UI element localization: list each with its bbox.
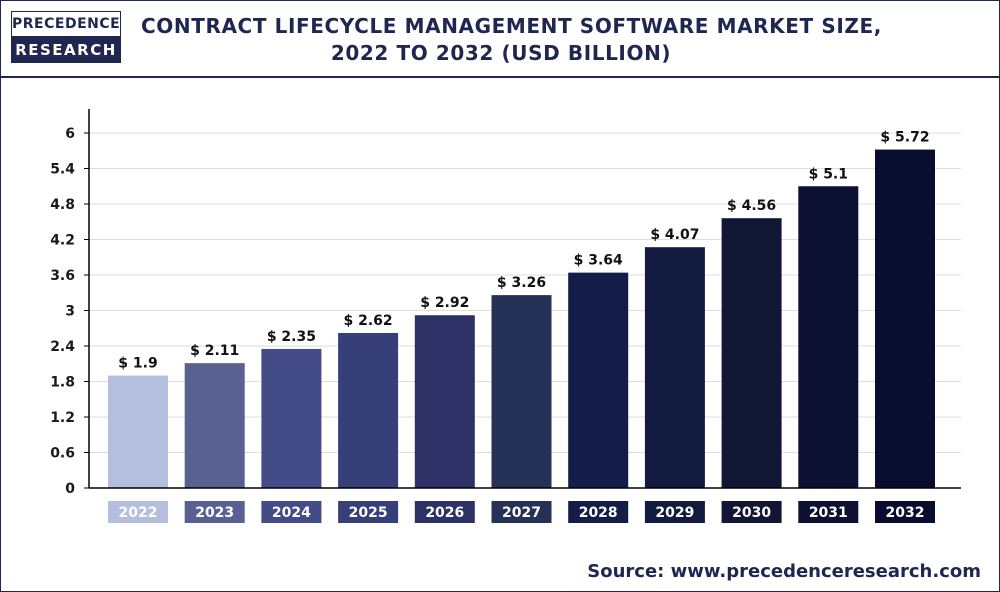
y-tick-label: 4.8 [50, 197, 75, 213]
y-tick-label: 3.6 [50, 268, 75, 284]
value-label: $ 5.72 [880, 130, 929, 146]
bar-2022 [108, 375, 168, 488]
x-tick-label: 2029 [655, 505, 694, 521]
value-label: $ 2.92 [420, 295, 469, 311]
y-tick-label: 1.2 [50, 410, 75, 426]
value-label: $ 2.35 [267, 329, 316, 345]
chart-title: CONTRACT LIFECYCLE MANAGEMENT SOFTWARE M… [141, 13, 882, 67]
bar-2029 [644, 247, 705, 488]
source-note: Source: www.precedenceresearch.com [587, 561, 981, 582]
bar-2023 [184, 363, 245, 488]
category-box [875, 501, 935, 523]
x-tick-label: 2030 [732, 505, 771, 521]
x-tick-label: 2025 [349, 505, 388, 521]
chart-title-line-2: 2022 TO 2032 (USD BILLION) [330, 41, 672, 65]
category-box [338, 501, 399, 523]
value-label: $ 5.1 [809, 166, 848, 182]
value-label: $ 4.56 [727, 198, 776, 214]
value-label: $ 4.07 [650, 227, 699, 243]
value-label: $ 1.9 [118, 356, 157, 372]
category-box [414, 501, 475, 523]
logo-line-1: PRECEDENCE [11, 11, 121, 37]
category-box [644, 501, 705, 523]
value-label: $ 3.64 [574, 253, 623, 269]
value-label: $ 3.26 [497, 275, 546, 291]
x-tick-label: 2031 [809, 505, 848, 521]
x-tick-label: 2027 [502, 505, 541, 521]
bar-2025 [338, 332, 399, 488]
x-tick-label: 2028 [579, 505, 618, 521]
y-tick-label: 6 [65, 126, 75, 142]
bar-2024 [261, 348, 322, 488]
value-label: $ 2.11 [190, 343, 239, 359]
bar-2027 [491, 295, 552, 488]
chart-title-line-1: CONTRACT LIFECYCLE MANAGEMENT SOFTWARE M… [141, 14, 882, 38]
category-box [184, 501, 245, 523]
bar-2026 [414, 315, 475, 488]
y-tick-label: 1.8 [50, 375, 75, 391]
bar-2028 [568, 272, 629, 488]
x-tick-label: 2032 [886, 505, 925, 521]
category-box [491, 501, 552, 523]
value-label: $ 2.62 [344, 313, 393, 329]
y-tick-label: 2.4 [50, 339, 75, 355]
y-tick-label: 0 [65, 481, 75, 497]
category-box [721, 501, 782, 523]
y-tick-label: 5.4 [50, 162, 75, 178]
category-box [798, 501, 859, 523]
category-box [108, 501, 168, 523]
logo-line-2: RESEARCH [11, 37, 121, 63]
y-tick-label: 0.6 [50, 446, 75, 462]
x-tick-label: 2023 [195, 505, 234, 521]
x-tick-label: 2022 [119, 505, 158, 521]
bar-2030 [721, 218, 782, 488]
header: PRECEDENCE RESEARCH CONTRACT LIFECYCLE M… [1, 1, 999, 78]
category-box [568, 501, 629, 523]
y-tick-label: 3 [65, 304, 75, 320]
x-tick-label: 2024 [272, 505, 311, 521]
bar-2032 [875, 149, 935, 489]
brand-logo: PRECEDENCE RESEARCH [11, 11, 121, 63]
x-tick-label: 2026 [425, 505, 464, 521]
category-box [261, 501, 322, 523]
y-tick-label: 4.2 [50, 233, 75, 249]
bar-2031 [798, 186, 859, 488]
